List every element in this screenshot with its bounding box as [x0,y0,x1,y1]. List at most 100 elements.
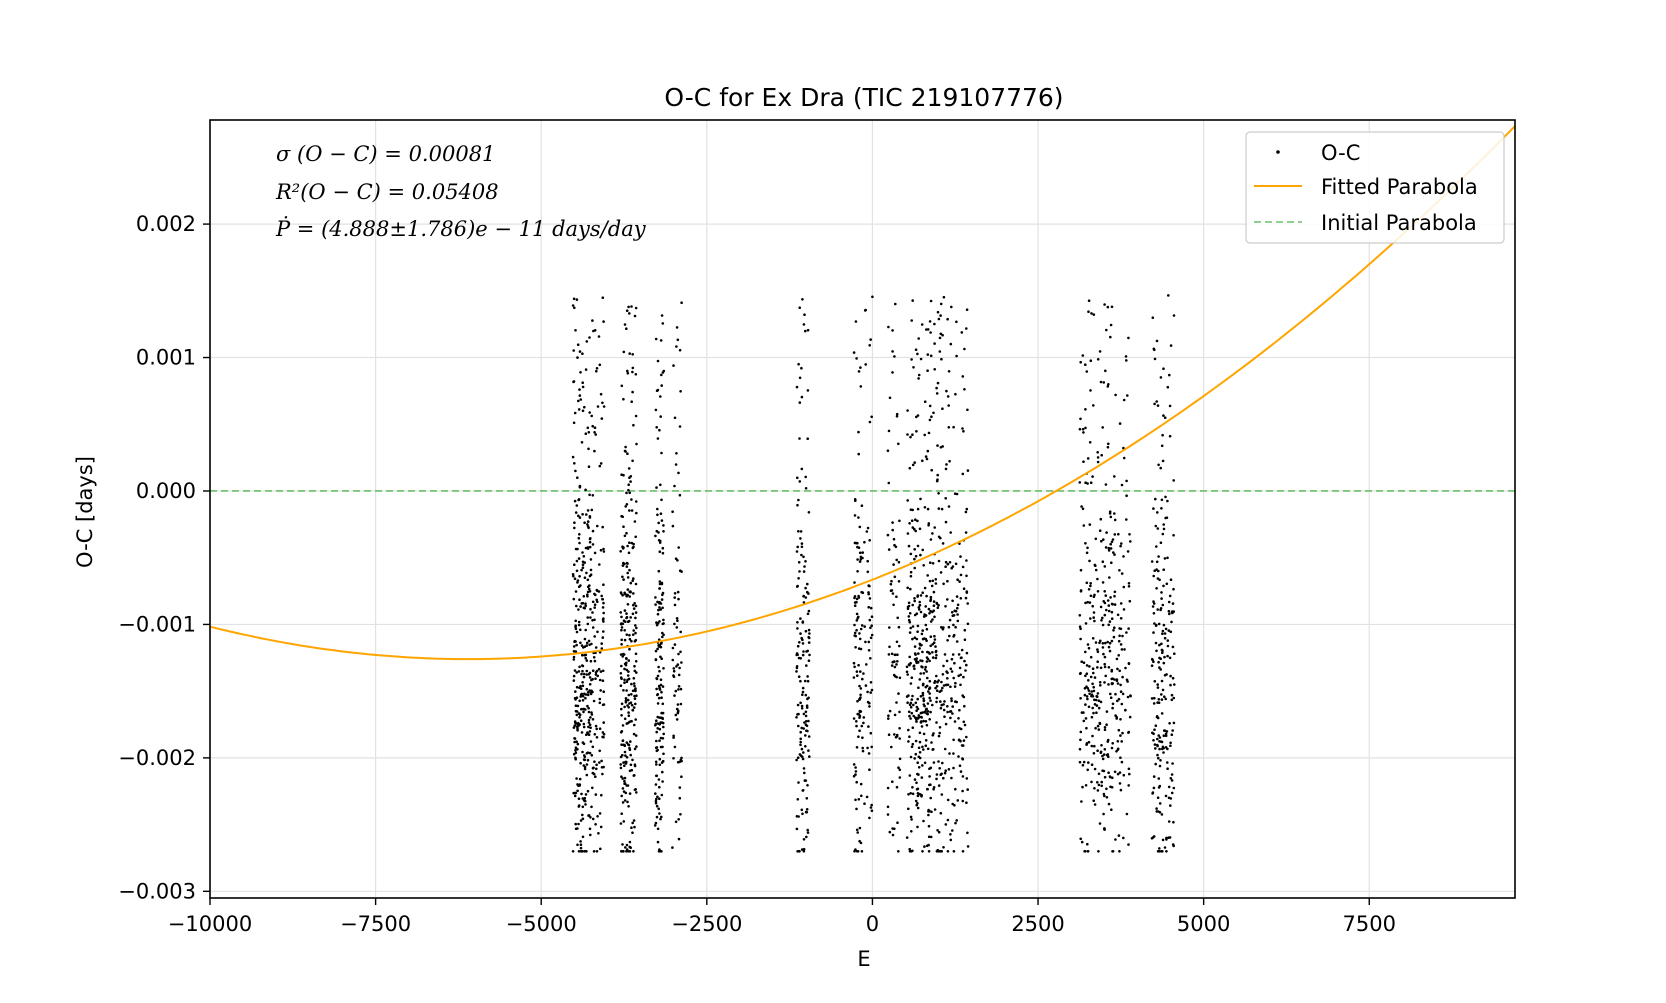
oc-point [1152,732,1155,736]
oc-point [1078,614,1082,617]
oc-point [624,663,628,667]
oc-point [1097,772,1101,776]
oc-point [1082,431,1085,434]
oc-point [940,850,943,853]
oc-point [963,347,966,351]
oc-point [653,824,657,827]
oc-point [958,738,961,742]
oc-point [887,429,891,433]
oc-point [671,658,675,662]
oc-point [925,594,928,598]
oc-point [625,565,629,568]
oc-point [909,701,913,705]
oc-point [1164,734,1168,738]
oc-point [623,638,627,642]
oc-point [941,686,944,690]
oc-point [1101,616,1104,620]
oc-point [795,666,799,670]
oc-point [915,415,918,419]
oc-point [1112,629,1115,632]
oc-point [578,516,582,519]
oc-point [866,526,870,530]
oc-point [1101,754,1104,758]
oc-point [919,721,923,724]
oc-point [949,838,953,842]
oc-point [803,721,806,724]
oc-point [578,712,581,715]
oc-point [916,794,920,798]
oc-point [1161,603,1165,607]
oc-point [923,506,927,509]
oc-point [680,301,683,305]
oc-point [1170,698,1174,702]
oc-point [803,679,807,683]
oc-point [908,612,912,615]
oc-point [589,537,592,540]
oc-point [595,598,598,602]
oc-point [917,373,921,377]
oc-point [1169,630,1173,634]
oc-point [576,748,579,751]
oc-point [619,611,622,614]
oc-point [915,803,918,807]
oc-point [898,519,901,523]
oc-point [895,663,898,666]
oc-point [905,836,909,839]
oc-point [1171,602,1175,605]
oc-point [1155,649,1158,653]
oc-point [909,682,913,685]
oc-point [927,835,931,839]
oc-point [855,746,859,749]
oc-point [586,622,590,626]
oc-point [932,748,935,751]
chart-title: O-C for Ex Dra (TIC 219107776) [664,83,1063,112]
oc-point [957,717,960,720]
oc-point [916,806,920,810]
oc-point [588,827,592,831]
oc-point [942,684,946,687]
oc-point [1122,446,1125,450]
oc-point [1097,728,1101,731]
oc-point [656,827,660,831]
oc-point [659,683,663,687]
oc-point [909,570,913,574]
oc-point [1081,354,1085,357]
oc-point [629,753,632,757]
oc-point [860,850,864,853]
oc-point [1115,679,1119,683]
oc-point [624,505,627,508]
oc-point [656,437,660,440]
oc-point [806,582,809,586]
oc-point [581,805,585,809]
oc-point [915,781,918,785]
oc-point [593,431,596,434]
oc-point [1086,842,1089,846]
oc-point [860,590,863,594]
oc-point [952,850,956,853]
oc-point [1128,715,1132,719]
oc-point [947,404,950,407]
legend-marker-oc [1276,150,1280,154]
oc-point [656,715,659,719]
oc-point [586,616,589,619]
oc-point [677,837,681,841]
oc-point [795,716,798,719]
oc-point [659,736,663,740]
oc-point [913,527,916,531]
oc-point [956,619,960,623]
oc-point [866,700,870,704]
oc-point [601,296,605,300]
oc-point [634,616,637,620]
oc-point [1087,310,1090,314]
oc-point [600,793,603,797]
oc-point [658,669,661,673]
oc-point [1161,532,1165,536]
oc-point [1109,323,1113,327]
oc-point [911,508,914,512]
oc-point [924,455,928,458]
oc-point [585,340,589,343]
oc-point [805,704,809,707]
oc-point [956,799,960,802]
oc-point [858,684,861,688]
oc-point [1153,357,1157,361]
